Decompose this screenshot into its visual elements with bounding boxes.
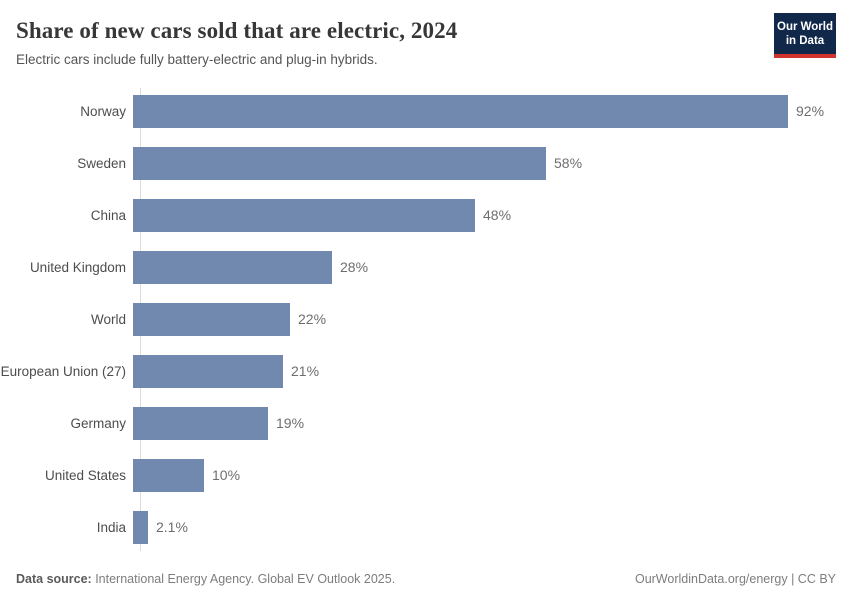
- value-label: 28%: [340, 259, 369, 276]
- chart-row: Sweden 58%: [0, 147, 840, 199]
- owid-url-link[interactable]: OurWorldinData.org/energy: [634, 571, 788, 586]
- chart-row: European Union (27) 21%: [0, 355, 840, 407]
- chart-rows: Norway 92% Sweden 58% China 48% United Kingdom…: [0, 95, 840, 563]
- bar[interactable]: [133, 459, 204, 493]
- bar-chart: Norway 92% Sweden 58% China 48% United Kingdom…: [0, 88, 850, 554]
- chart-row: World 22%: [0, 303, 840, 355]
- category-label: World: [90, 312, 126, 328]
- chart-row: United States 10%: [0, 459, 840, 511]
- bar[interactable]: [133, 147, 546, 181]
- page-subtitle: Electric cars include fully battery-elec…: [16, 51, 378, 67]
- bar[interactable]: [133, 251, 332, 285]
- value-label: 92%: [796, 103, 825, 120]
- footer-separator: |: [787, 571, 798, 586]
- value-label: 21%: [291, 363, 320, 380]
- bar[interactable]: [133, 199, 475, 233]
- chart-row: Germany 19%: [0, 407, 840, 459]
- value-label: 10%: [212, 467, 241, 484]
- footer: Data source: International Energy Agency…: [16, 571, 836, 587]
- bar[interactable]: [133, 407, 268, 441]
- category-label: United States: [44, 468, 126, 484]
- category-label: India: [96, 520, 126, 536]
- chart-page: Share of new cars sold that are electric…: [0, 0, 850, 586]
- value-label: 58%: [554, 155, 583, 172]
- bar[interactable]: [133, 303, 290, 337]
- category-label: Germany: [70, 416, 126, 432]
- chart-row: Norway 92%: [0, 95, 840, 147]
- license-label: CC BY: [797, 571, 836, 586]
- footer-right: OurWorldinData.org/energy | CC BY: [635, 571, 836, 587]
- chart-row: China 48%: [0, 199, 840, 251]
- data-source-text: International Energy Agency. Global EV O…: [91, 571, 396, 586]
- category-label: Norway: [80, 104, 126, 120]
- owid-logo: Our World in Data: [774, 13, 836, 58]
- value-label: 22%: [298, 311, 327, 328]
- bar[interactable]: [133, 355, 283, 389]
- data-source: Data source: International Energy Agency…: [16, 571, 395, 587]
- category-label: European Union (27): [0, 364, 126, 380]
- category-label: United Kingdom: [29, 260, 126, 276]
- bar[interactable]: [133, 511, 148, 545]
- data-source-label: Data source:: [16, 571, 92, 586]
- owid-logo-line2: in Data: [785, 35, 825, 48]
- bar[interactable]: [133, 95, 788, 129]
- value-label: 19%: [276, 415, 305, 432]
- value-label: 48%: [483, 207, 512, 224]
- page-title: Share of new cars sold that are electric…: [16, 18, 458, 43]
- chart-row: India 2.1%: [0, 511, 840, 563]
- chart-row: United Kingdom 28%: [0, 251, 840, 303]
- header: Share of new cars sold that are electric…: [0, 0, 850, 68]
- value-label: 2.1%: [156, 519, 188, 536]
- category-label: China: [90, 208, 126, 224]
- category-label: Sweden: [77, 156, 126, 172]
- owid-logo-line1: Our World: [777, 21, 834, 33]
